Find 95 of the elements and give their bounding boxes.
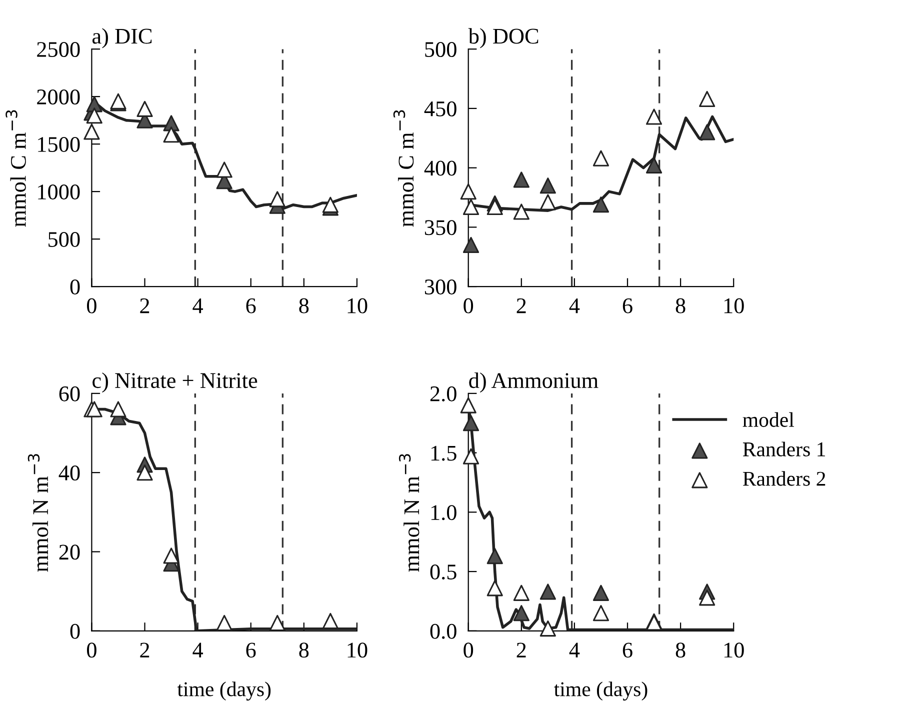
chart-title: a) DIC bbox=[92, 28, 152, 48]
point bbox=[136, 464, 153, 481]
y-tick-label: 1000 bbox=[38, 184, 80, 200]
x-tick-label: 2 bbox=[516, 642, 526, 658]
point bbox=[513, 204, 530, 220]
y-axis-title: mmol C m$^{−3}$ bbox=[393, 110, 414, 227]
point bbox=[86, 96, 102, 112]
x-axis-title: time (days) bbox=[554, 682, 648, 701]
x-tick-label: 4 bbox=[192, 642, 204, 658]
point bbox=[216, 614, 232, 632]
chart-title: d) Ammonium bbox=[469, 372, 598, 393]
point bbox=[136, 100, 153, 117]
point bbox=[592, 196, 610, 213]
point bbox=[513, 172, 530, 188]
point bbox=[462, 415, 480, 432]
point bbox=[592, 150, 610, 166]
y-tick-label: 400 bbox=[424, 160, 456, 176]
point bbox=[462, 198, 480, 216]
x-tick-label: 6 bbox=[246, 642, 256, 658]
x-tick-label: 6 bbox=[622, 298, 632, 314]
legend-label: Randers 2 bbox=[742, 471, 826, 486]
chart-title: b) DOC bbox=[468, 28, 538, 48]
y-tick-label: 1500 bbox=[38, 136, 80, 152]
x-tick-label: 4 bbox=[569, 298, 580, 314]
point bbox=[110, 401, 126, 418]
point bbox=[513, 605, 530, 622]
y-tick-label: 500 bbox=[425, 42, 456, 57]
point bbox=[462, 236, 480, 254]
x-tick-label: 10 bbox=[348, 642, 368, 658]
point bbox=[699, 90, 716, 107]
y-tick-label: 0 bbox=[70, 624, 80, 639]
y-tick-label: 500 bbox=[48, 232, 80, 247]
y-tick-label: 0.0 bbox=[430, 624, 456, 639]
y-tick-label: 0.5 bbox=[430, 564, 456, 580]
x-tick-label: 8 bbox=[676, 298, 686, 314]
point bbox=[269, 191, 286, 208]
point bbox=[163, 548, 180, 564]
point bbox=[513, 584, 530, 601]
x-tick-label: 0 bbox=[86, 642, 96, 658]
x-axis-title: time (days) bbox=[177, 682, 271, 701]
legend-label: Randers 1 bbox=[742, 442, 825, 456]
point bbox=[269, 614, 286, 632]
x-tick-label: 8 bbox=[299, 642, 309, 658]
point bbox=[84, 124, 100, 140]
x-tick-label: 4 bbox=[192, 298, 204, 314]
x-tick-label: 6 bbox=[622, 642, 632, 658]
point bbox=[540, 178, 556, 194]
point bbox=[462, 448, 480, 464]
x-tick-label: 8 bbox=[676, 642, 686, 658]
point bbox=[540, 620, 556, 637]
y-tick-label: 2.0 bbox=[430, 386, 456, 402]
x-tick-label: 2 bbox=[140, 298, 150, 314]
y-tick-label: 0 bbox=[70, 279, 80, 294]
y-tick-label: 350 bbox=[424, 220, 456, 236]
point bbox=[646, 157, 662, 174]
y-tick-label: 2000 bbox=[37, 90, 80, 104]
x-tick-label: 10 bbox=[724, 298, 744, 314]
y-axis-title: mmol C m$^{−3}$ bbox=[6, 110, 26, 227]
y-tick-label: 40 bbox=[58, 466, 80, 481]
point bbox=[699, 590, 716, 606]
x-tick-label: 6 bbox=[246, 298, 256, 314]
y-tick-label: 1.5 bbox=[431, 446, 456, 461]
point bbox=[699, 124, 716, 140]
x-tick-label: 4 bbox=[569, 642, 580, 658]
chart-title: c) Nitrate + Nitrite bbox=[92, 372, 258, 393]
y-axis-title: mmol N m$^{−3}$ bbox=[398, 454, 420, 572]
point bbox=[486, 198, 503, 216]
legend-label: model bbox=[742, 412, 794, 427]
x-tick-label: 2 bbox=[516, 298, 526, 314]
x-tick-label: 8 bbox=[299, 298, 309, 314]
x-tick-label: 0 bbox=[464, 642, 474, 658]
point bbox=[486, 580, 503, 596]
point bbox=[486, 548, 503, 564]
y-tick-label: 450 bbox=[424, 101, 456, 116]
point bbox=[163, 126, 180, 143]
y-axis-title: mmol N m$^{−3}$ bbox=[28, 454, 48, 572]
point bbox=[592, 605, 610, 622]
point bbox=[86, 108, 102, 124]
x-tick-label: 10 bbox=[348, 298, 368, 314]
x-tick-label: 0 bbox=[86, 298, 96, 314]
point bbox=[592, 584, 610, 601]
y-tick-label: 1.0 bbox=[431, 505, 456, 520]
y-tick-label: 2500 bbox=[37, 42, 80, 57]
x-tick-label: 2 bbox=[140, 642, 150, 658]
y-tick-label: 300 bbox=[424, 279, 456, 294]
point bbox=[460, 184, 476, 200]
point bbox=[646, 108, 662, 125]
y-tick-label: 20 bbox=[59, 544, 80, 560]
point bbox=[216, 162, 232, 178]
point bbox=[322, 196, 338, 213]
point bbox=[540, 584, 556, 600]
x-tick-label: 0 bbox=[464, 298, 474, 314]
x-tick-label: 10 bbox=[724, 642, 744, 658]
y-tick-label: 60 bbox=[59, 386, 80, 402]
point bbox=[460, 397, 476, 414]
